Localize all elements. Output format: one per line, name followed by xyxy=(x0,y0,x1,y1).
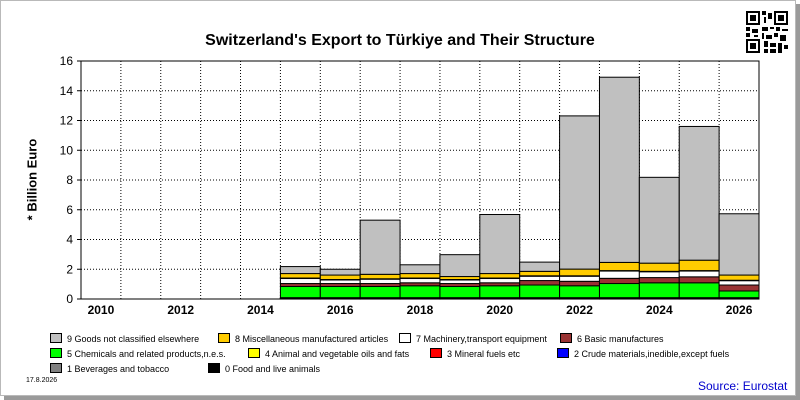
bar-segment xyxy=(638,271,680,279)
bar-segment xyxy=(638,282,680,299)
y-tick-label: 16 xyxy=(60,54,74,68)
x-tick-label: 2016 xyxy=(327,303,354,317)
legend-label: 2 Crude materials,inedible,except fuels xyxy=(574,349,730,359)
bar-segment xyxy=(559,285,600,299)
legend-swatch xyxy=(430,348,442,358)
x-tick-label: 2018 xyxy=(407,303,434,317)
source-link[interactable]: Source: Eurostat xyxy=(698,379,788,393)
bar-segment xyxy=(598,76,640,263)
bar-segment xyxy=(559,275,600,282)
y-tick-label: 2 xyxy=(66,262,73,276)
legend-swatch xyxy=(50,363,62,373)
bar-segment xyxy=(718,274,760,281)
legend-label: 9 Goods not classified elsewhere xyxy=(67,334,200,344)
x-tick-label: 2020 xyxy=(486,303,513,317)
bar-segment xyxy=(519,280,561,286)
bar-segment xyxy=(319,274,361,281)
bar-segment xyxy=(399,264,441,275)
bar-segment xyxy=(279,286,321,299)
qr-code-icon xyxy=(746,11,788,53)
bar-segment xyxy=(359,286,401,299)
legend-swatch xyxy=(399,333,411,343)
bar-segment xyxy=(279,277,321,285)
y-tick-label: 8 xyxy=(66,173,73,187)
y-tick-label: 10 xyxy=(60,143,74,157)
legend-label: 4 Animal and vegetable oils and fats xyxy=(265,349,410,359)
bar-segment xyxy=(519,270,561,277)
bar-segment xyxy=(279,266,321,275)
legend-label: 7 Machinery,transport equipment xyxy=(416,334,547,344)
legend-swatch xyxy=(218,333,230,343)
bar-segment xyxy=(479,214,521,275)
bar-segment xyxy=(718,213,760,276)
y-tick-label: 0 xyxy=(66,292,73,306)
x-tick-label: 2022 xyxy=(566,303,593,317)
bar-segment xyxy=(559,115,600,270)
y-tick-label: 12 xyxy=(60,114,74,128)
date-stamp: 17.8.2026 xyxy=(26,377,58,384)
legend-label: 1 Beverages and tobacco xyxy=(67,364,170,374)
bar-segment xyxy=(279,273,321,279)
bar-segment xyxy=(718,284,760,292)
bar-segment xyxy=(598,283,640,299)
x-ticks: 2010 2012 2014 2016 2018 2020 2022 2024 2026 xyxy=(88,303,753,317)
legend-label: 3 Mineral fuels etc xyxy=(447,349,521,359)
bar-segment xyxy=(598,261,640,272)
bar-segment xyxy=(598,270,640,279)
legend-label: 5 Chemicals and related products,n.e.s. xyxy=(67,349,226,359)
bar-segment xyxy=(638,262,680,272)
plot-border xyxy=(80,60,760,300)
legend-label: 0 Food and live animals xyxy=(225,364,321,374)
bar-segment xyxy=(598,277,640,285)
y-tick-label: 6 xyxy=(66,203,73,217)
bar-segment xyxy=(559,280,600,287)
bar-segment xyxy=(399,285,441,299)
bar-segment xyxy=(638,176,680,264)
x-tick-label: 2014 xyxy=(247,303,274,317)
bar-segment xyxy=(678,282,720,299)
legend-swatch xyxy=(208,363,220,373)
x-tick-label: 2012 xyxy=(167,303,194,317)
bar-segment xyxy=(638,277,680,284)
x-tick-label: 2010 xyxy=(88,303,115,317)
chart-title: Switzerland's Export to Türkiye and Thei… xyxy=(205,32,595,49)
y-tick-label: 4 xyxy=(66,233,73,247)
legend-swatch xyxy=(248,348,260,358)
x-tick-label: 2024 xyxy=(646,303,673,317)
bar-segment xyxy=(479,273,521,279)
bar-segment xyxy=(319,268,361,276)
bar-segment xyxy=(678,276,720,284)
bar-segment xyxy=(559,268,600,277)
legend-swatch xyxy=(50,333,62,343)
x-tick-label: 2026 xyxy=(726,303,753,317)
bar-segment xyxy=(718,290,760,299)
bar-segment xyxy=(399,273,441,279)
legend-swatch xyxy=(557,348,569,358)
bar-segment xyxy=(519,261,561,272)
bar-segment xyxy=(678,259,720,272)
bar-segment xyxy=(319,286,361,299)
y-tick-label: 14 xyxy=(60,84,74,98)
bar-segment xyxy=(439,254,481,278)
bar-segment xyxy=(479,285,521,299)
y-ticks: 0 2 4 6 8 10 12 14 16 xyxy=(60,54,81,306)
legend-swatch xyxy=(50,348,62,358)
legend-label: 6 Basic manufactures xyxy=(577,334,664,344)
legend-swatch xyxy=(560,333,572,343)
bar-segment xyxy=(678,270,720,278)
bar-segment xyxy=(359,273,401,280)
bar-segment xyxy=(439,286,481,299)
bar-segment xyxy=(678,125,720,261)
legend-label: 8 Miscellaneous manufactured articles xyxy=(235,334,389,344)
bar-segment xyxy=(359,219,401,275)
bar-segment xyxy=(519,284,561,299)
